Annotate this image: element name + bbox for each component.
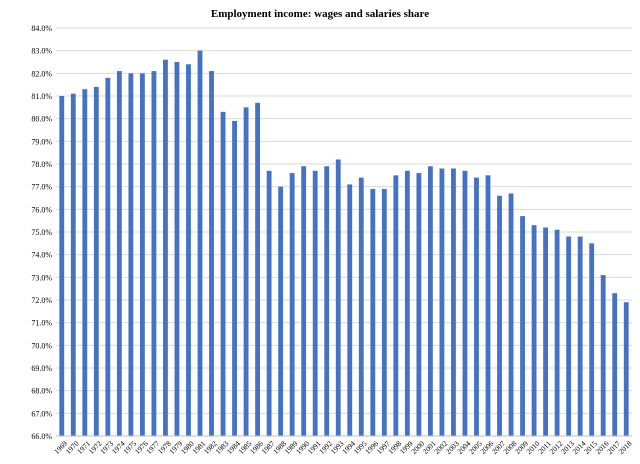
bar-2005: [474, 177, 479, 436]
bar-1987: [266, 170, 272, 437]
bar-1969: [59, 96, 65, 436]
bar-2007: [497, 195, 502, 436]
bar-1975: [128, 73, 134, 436]
y-tick-label: 68.0%: [31, 387, 52, 396]
bar-1997: [381, 188, 387, 436]
bar-1976: [139, 73, 145, 436]
bar-1972: [93, 86, 99, 436]
bar-1974: [116, 71, 122, 437]
bar-1977: [151, 71, 157, 437]
y-tick-label: 78.0%: [31, 160, 52, 169]
y-tick-label: 80.0%: [31, 115, 52, 124]
bar-2016: [600, 275, 606, 436]
bar-1981: [197, 50, 203, 437]
y-tick-label: 67.0%: [31, 409, 52, 418]
bar-1980: [186, 64, 191, 437]
bar-2006: [485, 175, 491, 437]
y-tick-label: 73.0%: [31, 273, 52, 282]
bar-1985: [243, 107, 249, 436]
bar-1999: [404, 170, 410, 437]
y-tick-label: 77.0%: [31, 183, 52, 192]
bar-1979: [174, 62, 180, 436]
bar-series: [59, 50, 629, 437]
y-tick-label: 79.0%: [31, 137, 52, 146]
y-tick-label: 74.0%: [31, 251, 52, 260]
y-tick-label: 71.0%: [31, 319, 52, 328]
bar-1986: [255, 102, 261, 437]
bar-1988: [278, 186, 284, 436]
y-tick-label: 69.0%: [31, 364, 52, 373]
bar-1991: [312, 170, 318, 437]
bar-2008: [508, 193, 514, 436]
y-tick-label: 83.0%: [31, 47, 52, 56]
bar-2011: [543, 227, 549, 436]
bar-2012: [554, 229, 560, 436]
y-tick-label: 75.0%: [31, 228, 52, 237]
bar-2017: [612, 293, 618, 436]
bar-1992: [324, 166, 330, 436]
y-tick-label: 82.0%: [31, 69, 52, 78]
bar-2000: [416, 173, 422, 437]
y-tick-label: 76.0%: [31, 205, 52, 214]
bar-1994: [347, 184, 353, 436]
bar-2009: [520, 216, 525, 436]
bar-1995: [358, 177, 364, 436]
bar-2018: [623, 302, 629, 436]
bar-1990: [301, 166, 307, 436]
bar-2015: [589, 243, 595, 436]
y-tick-label: 66.0%: [31, 432, 52, 441]
x-axis-ticks: 1969197019711972197319741975197619771978…: [52, 439, 634, 456]
bar-2013: [566, 236, 572, 436]
bar-1978: [163, 59, 168, 436]
bar-2004: [462, 170, 468, 437]
bar-1996: [370, 188, 376, 436]
bar-1971: [82, 89, 88, 436]
bar-1973: [105, 77, 111, 436]
bar-2001: [427, 166, 433, 436]
bar-2002: [439, 168, 445, 437]
bar-1989: [289, 173, 295, 437]
bar-1982: [209, 71, 214, 437]
y-tick-label: 81.0%: [31, 92, 52, 101]
bar-1984: [232, 120, 237, 436]
y-tick-label: 70.0%: [31, 341, 52, 350]
bar-1998: [393, 175, 399, 437]
bar-1993: [335, 159, 341, 436]
y-tick-label: 84.0%: [31, 24, 52, 33]
bar-2010: [531, 225, 537, 436]
bar-2014: [577, 236, 583, 436]
bar-2003: [451, 168, 456, 437]
bar-1983: [220, 111, 226, 436]
bar-1970: [70, 93, 76, 436]
x-tick-label: 2018: [617, 439, 634, 456]
y-axis-ticks: 66.0% 67.0% 68.0% 69.0% 70.0% 71.0% 72.0% 73.0%…: [31, 24, 52, 441]
chart-title: Employment income: wages and salaries sh…: [211, 8, 429, 20]
y-tick-label: 72.0%: [31, 296, 52, 305]
